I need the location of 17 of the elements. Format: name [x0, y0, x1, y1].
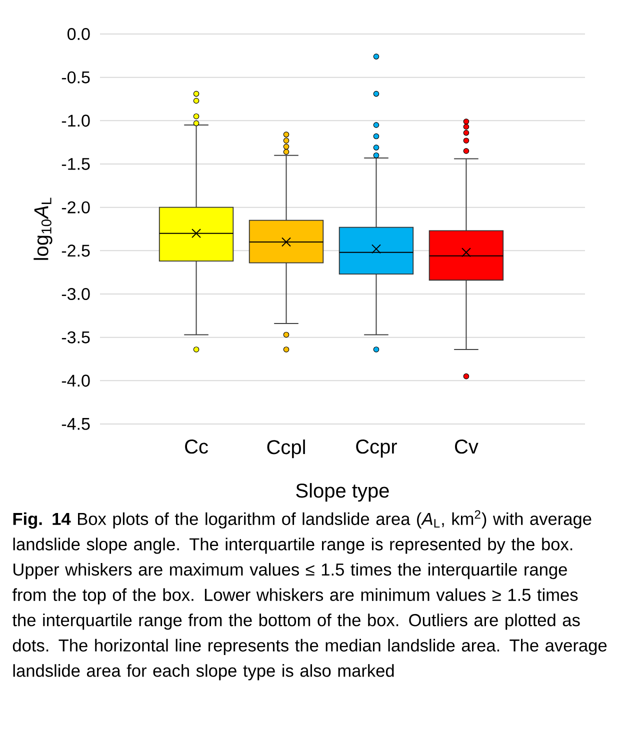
y-tick-label: -0.5	[62, 71, 90, 84]
y-tick-label: -2.5	[62, 244, 90, 257]
y-tick-label: -2.0	[62, 201, 90, 214]
x-tick-label: Cv	[455, 440, 478, 454]
x-tick-label: Ccpl	[267, 440, 305, 458]
y-tick-label: -1.5	[62, 158, 90, 170]
y-tick-label: -3.0	[62, 288, 90, 300]
x-tick-label: Cc	[185, 440, 208, 454]
y-tick-label: -4.5	[62, 418, 90, 430]
y-tick-label: -4.0	[62, 374, 90, 387]
x-axis-title: Slope type	[296, 483, 389, 502]
y-tick-label: -3.5	[62, 331, 90, 344]
y-tick-label: -1.0	[62, 114, 90, 127]
x-tick-label: Ccpr	[356, 440, 398, 458]
text: Fig. 14 Box plots of the logarithm of landslide area (A$_{L}$, km$^{2}$) with average landslide slope angle. The interquartile range is represented by the box. Upper whiskers are maximum values ≤ 1.5 times the interquartile range from the top of the box. Lower whiskers are minimum values ≥ 1.5 times the interquartile range from the bottom of the box. Outliers are plotted as dots. The horizontal line represents the median landslide area. The average landslide area for each slope type is also marked	[12, 510, 607, 680]
y-tick-label: 0.0	[67, 28, 90, 40]
y-axis-title: log$_{10}$A$_{L}$	[34, 198, 52, 260]
